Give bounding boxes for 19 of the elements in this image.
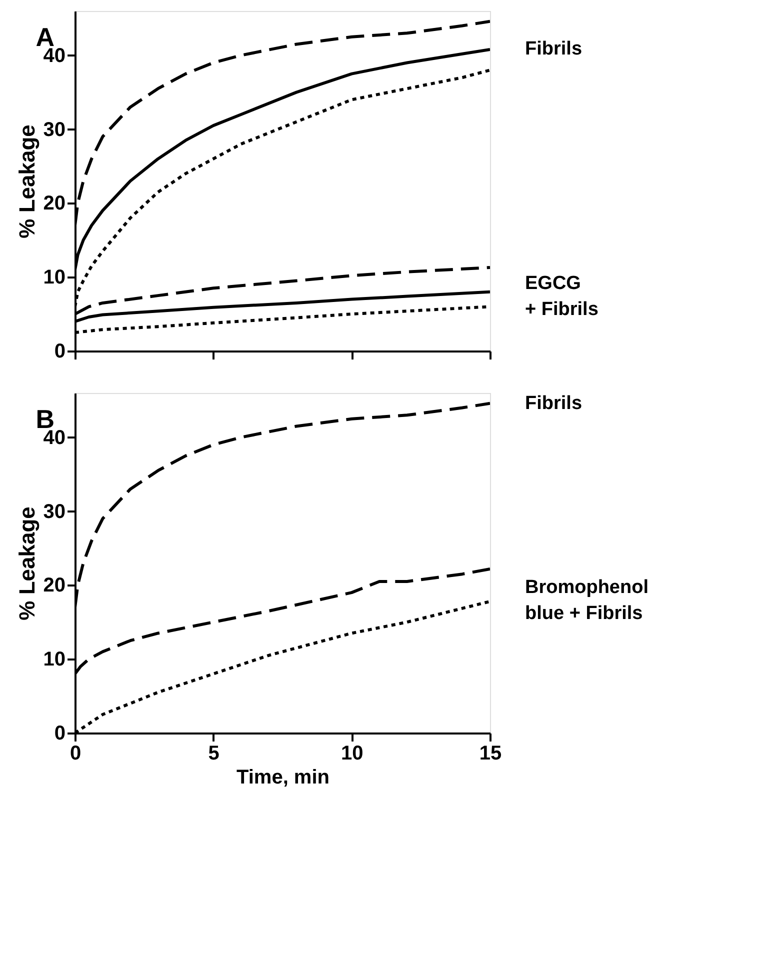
text: EGCG + Fibrils (525, 273, 598, 320)
x-tick-label: 10 (341, 742, 364, 764)
text: Bromophenol blue + Fibrils (525, 576, 648, 624)
y-tick-label: 10 (43, 266, 66, 289)
x-axis-title: Time, min (236, 766, 330, 788)
x-tick-label: 5 (208, 742, 220, 764)
text: Fibrils (525, 393, 582, 414)
y-tick-label: 0 (54, 340, 66, 362)
y-tick-label: 10 (43, 648, 66, 671)
y-tick-label: 30 (43, 118, 66, 141)
y-tick-label: 20 (43, 574, 66, 597)
text: Fibrils (525, 38, 582, 60)
x-tick-label: 0 (70, 742, 82, 764)
y-axis-title: % Leakage (14, 124, 40, 238)
x-tick-label: 15 (479, 742, 502, 764)
y-tick-label: 0 (54, 722, 66, 744)
y-tick-label: 20 (43, 192, 66, 215)
y-axis-title: % Leakage (14, 506, 40, 620)
y-tick-label: 30 (43, 500, 66, 523)
